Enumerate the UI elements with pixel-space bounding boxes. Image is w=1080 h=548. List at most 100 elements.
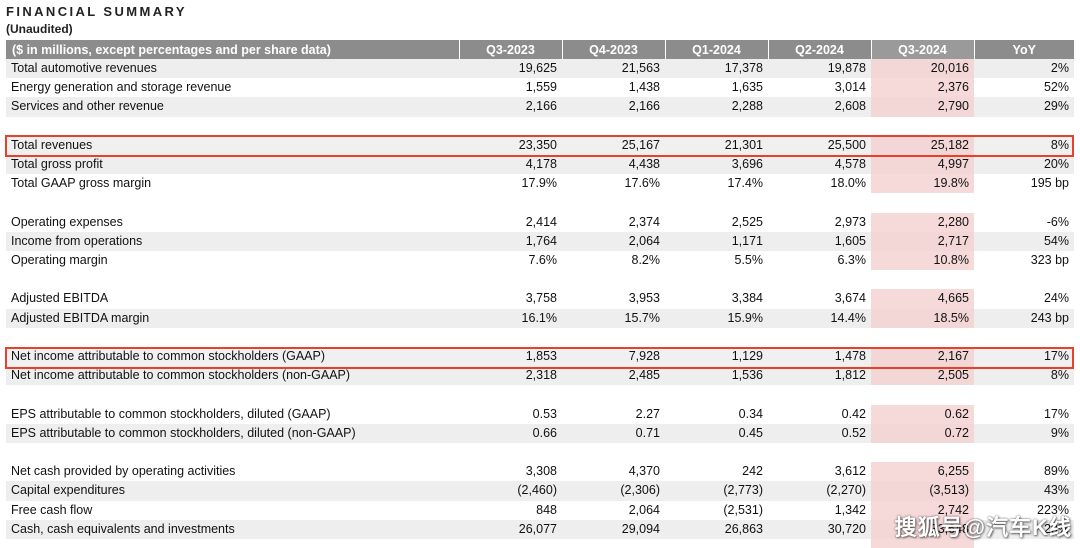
cell-q3-2024 [871, 385, 974, 405]
cell-q4-2023: 21,563 [562, 59, 665, 79]
cell-q2-2024: 1,812 [768, 366, 871, 386]
cell-q3-2023: 2,318 [459, 366, 562, 386]
cell-q3-2023: 16.1% [459, 308, 562, 328]
cell-q1-2024 [665, 270, 768, 290]
row-label: Cash, cash equivalents and investments [6, 519, 459, 539]
row-label: Total automotive revenues [6, 59, 459, 79]
header-col-q2-2024: Q2-2024 [767, 40, 871, 59]
cell-q3-2024: 2,717 [871, 231, 974, 251]
cell-q3-2023: 23,350 [459, 135, 562, 155]
cell-q3-2023: 3,308 [525, 464, 557, 479]
table-row: Income from operations 1,764 2,064 1,171 1,6… [6, 231, 1074, 251]
cell-q3-2023 [459, 442, 562, 463]
table-row: Energy generation and storage revenue 1,5… [6, 78, 1074, 97]
cell-q2-2024: 1,605 [768, 231, 871, 251]
cell-q3-2024: (3,513) [871, 481, 974, 501]
cell-q1-2024: 242 [742, 464, 763, 479]
cell-yoy: 2% [974, 59, 1074, 79]
cell-q3-2024: 2,167 [871, 346, 974, 367]
row-label [6, 270, 459, 290]
watermark: 搜狐号@汽车K线 [894, 515, 1072, 540]
cell-q3-2023 [459, 193, 562, 213]
cell-q3-2024: 4,997 [871, 155, 974, 175]
cell-q4-2023 [562, 193, 665, 213]
cell-yoy: 54% [974, 231, 1074, 251]
cell-q3-2024: 2,790 [871, 97, 974, 117]
cell-q4-2023: 2,064 [628, 502, 660, 517]
cell-q2-2024: 1,478 [768, 346, 871, 367]
table-row: Operating expenses 2,414 2,374 2,525 2,973 2,… [6, 213, 1074, 232]
cell-yoy: 8% [974, 366, 1074, 386]
cell-q1-2024: 1,635 [731, 80, 763, 95]
cell-q4-2023 [562, 385, 665, 405]
cell-q1-2024: 5.5% [734, 253, 764, 267]
cell-q1-2024: 26,863 [665, 519, 768, 539]
cell-q3-2024 [871, 442, 974, 463]
cell-q3-2024: 25,182 [871, 135, 974, 155]
cell-q3-2024: 6,255 [937, 464, 969, 479]
header-col-yoy: YoY [973, 40, 1074, 59]
cell-q4-2023 [562, 442, 665, 463]
row-label: Adjusted EBITDA margin [6, 308, 459, 328]
cell-yoy: 52% [1043, 80, 1069, 95]
cell-q3-2023: 19,625 [459, 59, 562, 79]
cell-q3-2024: 2,376 [937, 80, 969, 95]
cell-q3-2024: 4,665 [937, 291, 969, 306]
cell-q3-2023: 848 [536, 502, 557, 517]
cell-q4-2023: 2,064 [562, 231, 665, 251]
spacer-row [6, 270, 1074, 290]
table-row: EPS attributable to common stockholders,… [6, 405, 1074, 424]
table-row: Total revenues 23,350 25,167 21,301 25,500 25… [6, 135, 1074, 155]
table-row: Free cash flow 848 2,064 (2,531) 1,342 2,742 2… [6, 501, 1074, 520]
row-label [6, 193, 459, 213]
row-label: Total gross profit [6, 155, 459, 175]
cell-q2-2024: 0.52 [768, 423, 871, 443]
spacer-row [6, 116, 1074, 136]
cell-q4-2023: 8.2% [631, 253, 661, 267]
cell-q4-2023: 17.6% [624, 176, 660, 191]
cell-q1-2024: 17,378 [665, 59, 768, 79]
cell-q2-2024: 25,500 [768, 135, 871, 155]
row-label: Free cash flow [11, 502, 93, 517]
page-title: FINANCIAL SUMMARY [6, 4, 187, 19]
cell-yoy: -6% [1046, 214, 1069, 229]
cell-q3-2023: (2,460) [459, 481, 562, 501]
page-subtitle: (Unaudited) [6, 22, 73, 36]
cell-q1-2024: 21,301 [665, 135, 768, 155]
cell-q3-2023: 2,166 [459, 97, 562, 117]
cell-yoy [974, 442, 1074, 463]
row-label: Income from operations [6, 231, 459, 251]
cell-yoy [974, 385, 1074, 405]
cell-q4-2023: 1,438 [628, 80, 660, 95]
cell-q3-2024: 33,648 [871, 519, 974, 539]
row-label: Adjusted EBITDA [11, 291, 109, 306]
cell-q1-2024: 2,288 [665, 97, 768, 117]
row-label: Total GAAP gross margin [11, 176, 152, 191]
cell-q4-2023: 3,953 [628, 291, 660, 306]
header-col-q3-2024: Q3-2024 [870, 40, 974, 59]
row-label: Services and other revenue [6, 97, 459, 117]
cell-q2-2024 [768, 116, 871, 136]
cell-q2-2024 [768, 270, 871, 290]
cell-q2-2024 [768, 327, 871, 347]
cell-q4-2023: 7,928 [562, 346, 665, 367]
table-row: Operating margin 7.6% 8.2% 5.5% 6.3% 10.8% 323… [6, 251, 1074, 270]
cell-q2-2024: 1,342 [834, 502, 866, 517]
cell-q2-2024 [768, 193, 871, 213]
cell-q1-2024: 2,525 [731, 214, 763, 229]
table-row: EPS attributable to common stockholders,… [6, 423, 1074, 443]
table-row: Capital expenditures (2,460) (2,306) (2,773… [6, 481, 1074, 501]
row-label: EPS attributable to common stockholders,… [11, 406, 331, 421]
cell-q3-2023: 0.66 [459, 423, 562, 443]
cell-q3-2023 [459, 385, 562, 405]
cell-q4-2023: 0.71 [562, 423, 665, 443]
cell-q3-2023: 7.6% [528, 253, 558, 267]
cell-q1-2024 [665, 385, 768, 405]
table-row: Net income attributable to common stockh… [6, 346, 1074, 367]
cell-q3-2023: 2,414 [525, 214, 557, 229]
cell-q3-2023 [459, 116, 562, 136]
cell-q3-2024 [871, 270, 974, 290]
row-label: Energy generation and storage revenue [11, 80, 232, 95]
cell-yoy [974, 116, 1074, 136]
cell-q2-2024: 18.0% [830, 176, 866, 191]
